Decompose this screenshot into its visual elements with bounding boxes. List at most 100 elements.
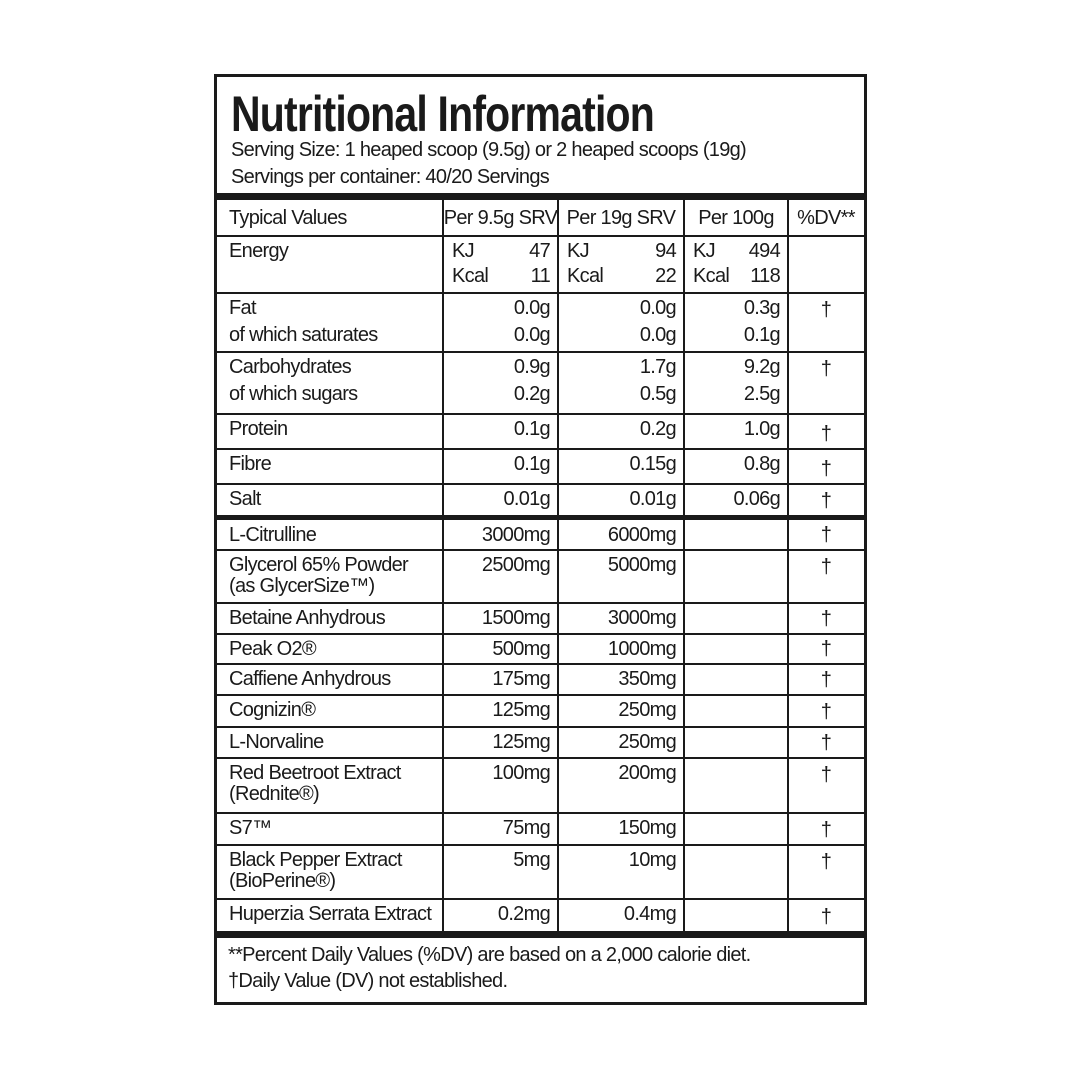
value: 5000mg xyxy=(607,554,677,576)
dv-mark: † xyxy=(820,556,832,578)
title: Nutritional Information xyxy=(231,86,655,142)
row-rule xyxy=(216,663,865,665)
row-label: Red Beetroot Extract xyxy=(229,762,401,784)
row-rule xyxy=(216,413,865,415)
value: 22 xyxy=(655,265,677,287)
value: 125mg xyxy=(492,699,550,721)
dv-mark: † xyxy=(820,524,832,546)
row-label: Fat xyxy=(229,297,256,319)
value: 0.2g xyxy=(513,383,551,405)
row-label: Fibre xyxy=(229,453,272,475)
servings-per-container: Servings per container: 40/20 Servings xyxy=(231,166,550,188)
dv-mark: † xyxy=(820,906,832,928)
dv-mark: † xyxy=(820,819,832,841)
row-rule xyxy=(216,448,865,450)
row-rule xyxy=(216,726,865,728)
value: 118 xyxy=(750,265,780,287)
value: 150mg xyxy=(618,817,676,839)
value: 1000mg xyxy=(607,638,677,660)
dv-mark: † xyxy=(820,851,832,873)
value: 0.8g xyxy=(743,453,781,475)
row-label: Salt xyxy=(229,488,261,510)
value: 0.2mg xyxy=(497,903,551,925)
row-label: Protein xyxy=(229,418,288,440)
dv-mark: † xyxy=(820,423,832,445)
column-rule xyxy=(683,200,685,932)
value: 0.1g xyxy=(513,418,551,440)
value: 1.7g xyxy=(639,356,677,378)
row-rule xyxy=(216,844,865,846)
dv-mark: † xyxy=(820,732,832,754)
row-rule xyxy=(216,694,865,696)
column-header: Per 100g xyxy=(698,207,774,229)
value: 494 xyxy=(748,240,781,262)
value: 6000mg xyxy=(607,524,677,546)
row-label: Glycerol 65% Powder xyxy=(229,554,409,576)
row-label: Huperzia Serrata Extract xyxy=(229,903,432,925)
row-label: Carbohydrates xyxy=(229,356,352,378)
unit: KJ xyxy=(567,240,590,262)
value: 75mg xyxy=(502,817,551,839)
row-label: Caffiene Anhydrous xyxy=(229,668,391,690)
value: 0.3g xyxy=(743,297,781,319)
dv-mark: † xyxy=(820,358,832,380)
value: 0.06g xyxy=(733,488,780,510)
row-rule xyxy=(216,757,865,759)
value: 94 xyxy=(655,240,677,262)
row-rule xyxy=(216,602,865,604)
value: 0.1g xyxy=(513,453,551,475)
dv-mark: † xyxy=(820,299,832,321)
row-label: S7™ xyxy=(229,817,272,839)
row-rule xyxy=(216,633,865,635)
row-label: of which saturates xyxy=(229,324,378,346)
value: 0.9g xyxy=(513,356,551,378)
value: 0.01g xyxy=(503,488,550,510)
column-rule xyxy=(442,200,444,932)
unit: Kcal xyxy=(693,265,730,287)
column-rule xyxy=(787,200,789,932)
row-rule xyxy=(216,898,865,900)
unit: Kcal xyxy=(452,265,489,287)
divider xyxy=(216,193,865,200)
column-rule xyxy=(557,200,559,932)
dv-mark: † xyxy=(820,764,832,786)
value: 100mg xyxy=(492,762,550,784)
value: 5mg xyxy=(513,849,551,871)
row-rule xyxy=(216,235,865,237)
value: 250mg xyxy=(618,731,676,753)
row-label: of which sugars xyxy=(229,383,358,405)
value: 125mg xyxy=(492,731,550,753)
value: 0.15g xyxy=(629,453,676,475)
value: 250mg xyxy=(618,699,676,721)
row-label: Black Pepper Extract xyxy=(229,849,402,871)
value: 200mg xyxy=(618,762,676,784)
value: 0.1g xyxy=(743,324,781,346)
value: 10mg xyxy=(628,849,677,871)
serving-size: Serving Size: 1 heaped scoop (9.5g) or 2… xyxy=(231,139,747,161)
value: 0.0g xyxy=(513,297,551,319)
dv-mark: † xyxy=(820,669,832,691)
divider xyxy=(216,931,865,938)
row-label: (as GlycerSize™) xyxy=(229,575,375,597)
row-label: Betaine Anhydrous xyxy=(229,607,386,629)
column-header: Per 9.5g SRV xyxy=(443,207,558,229)
row-rule xyxy=(216,812,865,814)
column-header: Per 19g SRV xyxy=(566,207,676,229)
row-label: Peak O2® xyxy=(229,638,317,660)
value: 47 xyxy=(529,240,551,262)
value: 350mg xyxy=(618,668,676,690)
value: 2.5g xyxy=(743,383,781,405)
value: 3000mg xyxy=(481,524,551,546)
divider xyxy=(216,515,865,520)
value: 0.2g xyxy=(639,418,677,440)
column-header: %DV** xyxy=(797,207,855,229)
value: 0.01g xyxy=(629,488,676,510)
footnote: †Daily Value (DV) not established. xyxy=(228,970,508,992)
row-label: L-Norvaline xyxy=(229,731,324,753)
value: 0.0g xyxy=(639,324,677,346)
value: 9.2g xyxy=(743,356,781,378)
value: 11 xyxy=(530,265,551,287)
column-header: Typical Values xyxy=(229,207,347,229)
value: 2500mg xyxy=(481,554,551,576)
label-frame xyxy=(214,74,867,1005)
